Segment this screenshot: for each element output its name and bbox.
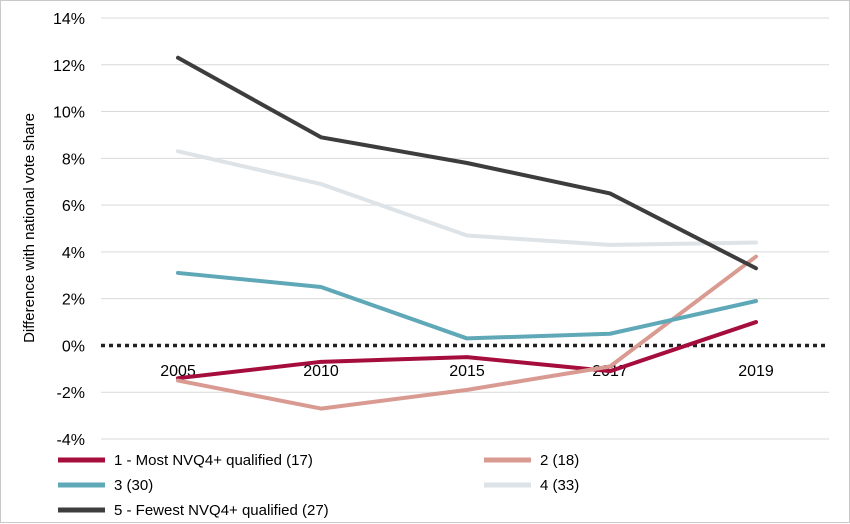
gridlines — [101, 17, 829, 440]
x-tick-label: 2010 — [303, 363, 339, 380]
y-tick-label: 0% — [62, 338, 85, 355]
legend: 1 - Most NVQ4+ qualified (17) 2 (18) 3 (30… — [58, 452, 579, 519]
series-line-3 — [176, 270, 758, 341]
x-tick-label: 2019 — [738, 363, 774, 380]
series-line-2 — [176, 254, 758, 411]
y-tick-label: 12% — [53, 58, 85, 75]
legend-label-5: 5 - Fewest NVQ4+ qualified (27) — [114, 502, 329, 519]
x-tick-label: 2015 — [449, 363, 485, 380]
y-tick-label: 10% — [53, 105, 85, 122]
series-line-1 — [176, 320, 758, 381]
y-tick-label: 8% — [62, 151, 85, 168]
legend-label-3: 3 (30) — [114, 477, 153, 494]
y-tick-label: 14% — [53, 11, 85, 28]
y-tick-label: 6% — [62, 198, 85, 215]
series-line-4 — [176, 149, 758, 247]
y-tick-label: -2% — [57, 385, 85, 402]
y-axis-label: Difference with national vote share — [21, 113, 38, 343]
y-tick-label: 2% — [62, 292, 85, 309]
y-tick-label: -4% — [57, 432, 85, 449]
legend-label-1: 1 - Most NVQ4+ qualified (17) — [114, 452, 313, 469]
y-axis-ticks: -4% -2% 0% 2% 4% 6% 8% 10% 12% 14% — [53, 11, 85, 449]
series-line-5 — [176, 55, 758, 271]
legend-label-2: 2 (18) — [540, 452, 579, 469]
y-tick-label: 4% — [62, 245, 85, 262]
legend-label-4: 4 (33) — [540, 477, 579, 494]
series-lines — [176, 55, 758, 411]
